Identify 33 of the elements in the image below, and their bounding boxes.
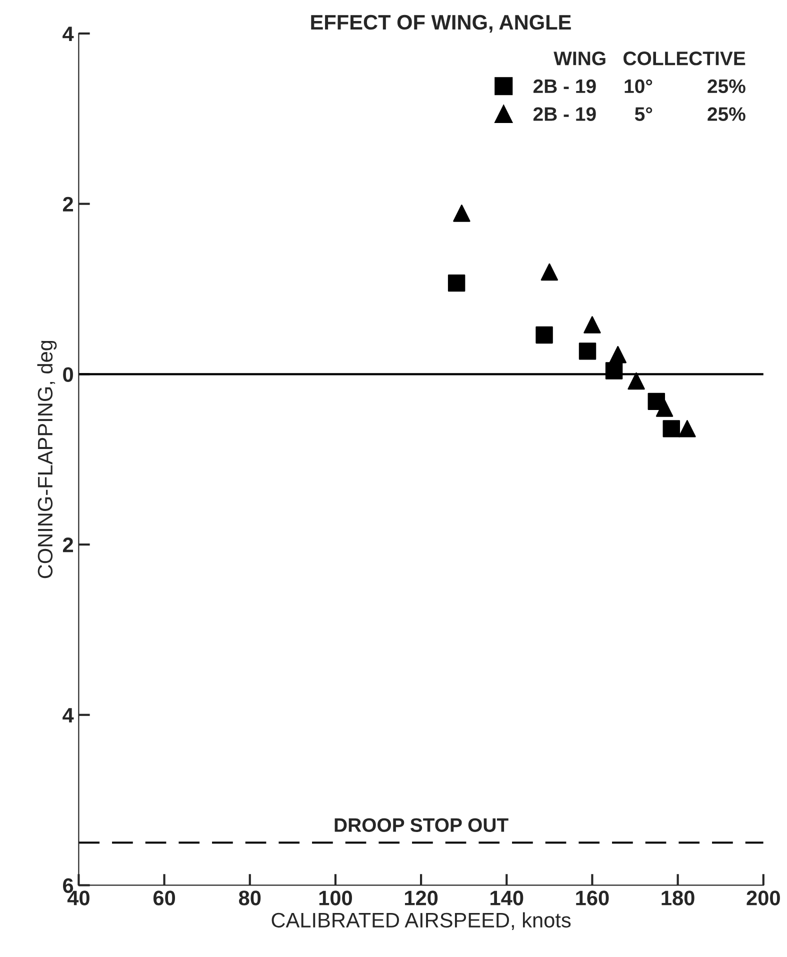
ref-line-label: DROOP STOP OUT <box>334 818 508 832</box>
x-tick-label: 200 <box>746 890 780 906</box>
y-tick-label: 6 <box>63 878 74 893</box>
y-tick-label: 4 <box>62 708 74 722</box>
point <box>448 274 466 292</box>
x-tick-label: 40 <box>67 890 90 906</box>
chart-title: EFFECT OF WING, ANGLE <box>311 14 571 33</box>
legend-title: WING COLLECTIVE <box>554 52 746 66</box>
point <box>540 263 558 281</box>
legend-label: 2B - 19 10° 25% <box>533 79 746 94</box>
x-axis-title: CALIBRATED AIRSPEED, knots <box>272 912 571 930</box>
x-tick-label: 60 <box>153 890 176 906</box>
point <box>584 316 601 334</box>
x-tick-label: 80 <box>238 890 261 906</box>
y-tick-label: 4 <box>62 26 74 42</box>
point <box>662 420 680 438</box>
x-tick-label: 120 <box>404 890 438 906</box>
point <box>453 204 470 222</box>
point <box>536 326 553 344</box>
x-tick-label: 140 <box>490 890 524 906</box>
y-tick-label: 0 <box>63 367 73 382</box>
point <box>609 346 627 364</box>
legend-label: 2B - 19 5° 25% <box>533 107 746 121</box>
x-tick-label: 100 <box>319 890 352 906</box>
point <box>678 420 696 438</box>
x-tick-label: 160 <box>576 890 609 906</box>
point <box>578 342 596 360</box>
x-tick-label: 180 <box>662 890 694 906</box>
y-axis-title: CONING-FLAPPING, deg <box>37 340 57 578</box>
point <box>656 400 674 417</box>
point <box>628 372 645 390</box>
y-tick-label: 2 <box>62 196 74 212</box>
y-tick-label: 2 <box>62 538 74 552</box>
